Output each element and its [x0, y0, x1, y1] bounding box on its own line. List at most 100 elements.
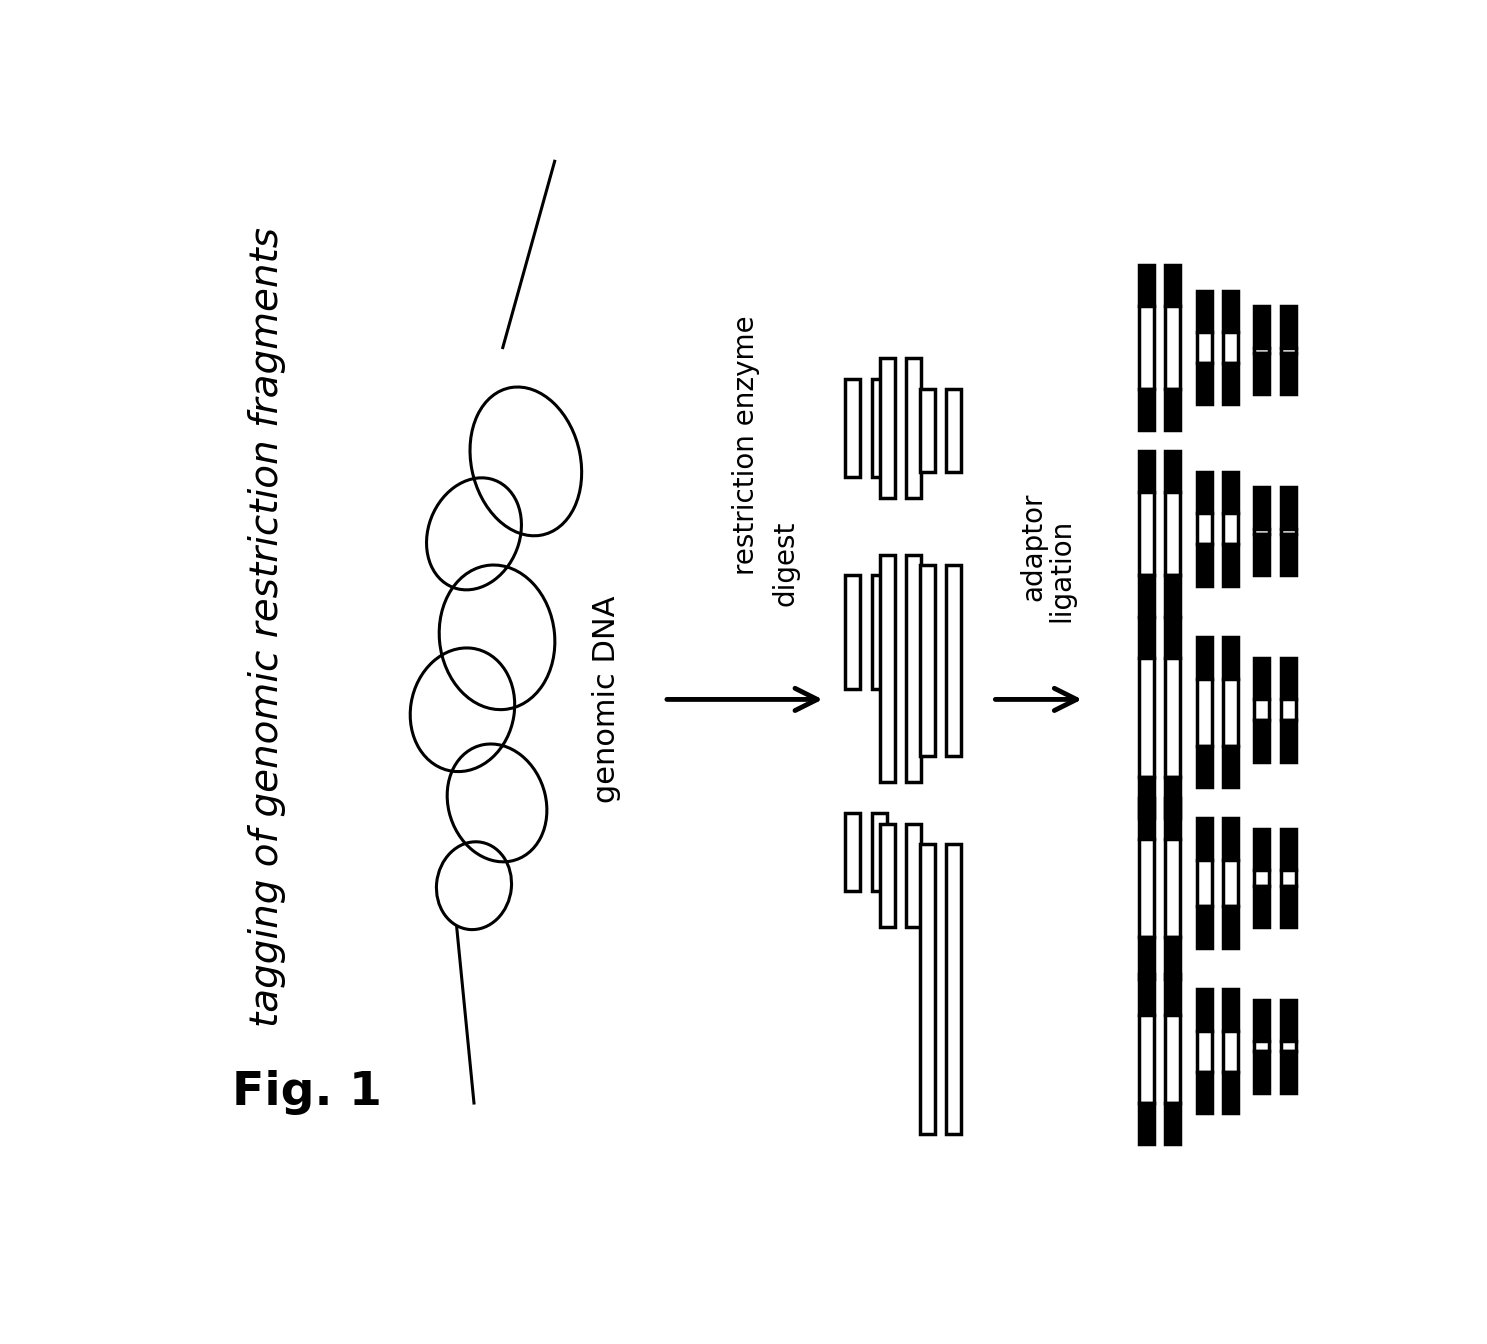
- Bar: [1222, 989, 1239, 1031]
- Bar: [1166, 659, 1181, 777]
- Bar: [1280, 1040, 1295, 1051]
- Bar: [906, 358, 920, 497]
- Bar: [1222, 332, 1239, 363]
- Bar: [1222, 818, 1239, 860]
- Bar: [1280, 348, 1295, 352]
- Bar: [1139, 1103, 1154, 1145]
- Bar: [1280, 306, 1295, 348]
- Text: ligation: ligation: [1048, 519, 1075, 622]
- Bar: [1222, 1031, 1239, 1073]
- Bar: [1139, 798, 1154, 839]
- Bar: [1197, 906, 1212, 948]
- Bar: [1139, 492, 1154, 575]
- Bar: [1139, 265, 1154, 306]
- Bar: [1254, 1000, 1268, 1040]
- Bar: [1254, 1040, 1268, 1051]
- Bar: [1197, 637, 1212, 679]
- Bar: [1139, 452, 1154, 492]
- Bar: [1222, 1073, 1239, 1113]
- Text: tagging of genomic restriction fragments: tagging of genomic restriction fragments: [247, 227, 286, 1027]
- Bar: [1197, 472, 1212, 513]
- Bar: [1280, 870, 1295, 886]
- Text: adaptor: adaptor: [1019, 493, 1047, 601]
- Bar: [1139, 659, 1154, 777]
- Bar: [1280, 1000, 1295, 1040]
- Bar: [1197, 332, 1212, 363]
- Bar: [880, 555, 895, 782]
- Bar: [1280, 886, 1295, 927]
- Bar: [1222, 290, 1239, 332]
- Bar: [880, 358, 895, 497]
- Bar: [1197, 818, 1212, 860]
- Bar: [1254, 870, 1268, 886]
- Bar: [1254, 306, 1268, 348]
- Bar: [1254, 659, 1268, 699]
- Bar: [871, 575, 886, 689]
- Bar: [946, 388, 962, 472]
- Bar: [871, 379, 886, 477]
- Bar: [845, 575, 859, 689]
- Bar: [880, 824, 895, 927]
- Bar: [1166, 265, 1181, 306]
- Bar: [1280, 528, 1295, 534]
- Bar: [1254, 699, 1268, 720]
- Bar: [1166, 1103, 1181, 1145]
- Bar: [1254, 886, 1268, 927]
- Bar: [1139, 777, 1154, 818]
- Bar: [1222, 363, 1239, 405]
- Bar: [1254, 1051, 1268, 1093]
- Bar: [1166, 798, 1181, 839]
- Bar: [1280, 1051, 1295, 1093]
- Bar: [946, 564, 962, 757]
- Bar: [1166, 1015, 1181, 1103]
- Bar: [1139, 575, 1154, 617]
- Bar: [1197, 860, 1212, 906]
- Bar: [1280, 720, 1295, 762]
- Bar: [1166, 492, 1181, 575]
- Bar: [1254, 348, 1268, 352]
- Bar: [1139, 938, 1154, 978]
- Bar: [1280, 488, 1295, 528]
- Bar: [1254, 534, 1268, 575]
- Bar: [1197, 746, 1212, 788]
- Bar: [1280, 352, 1295, 394]
- Bar: [845, 813, 859, 891]
- Bar: [1139, 617, 1154, 659]
- Bar: [1197, 1031, 1212, 1073]
- Bar: [1222, 906, 1239, 948]
- Bar: [1166, 306, 1181, 388]
- Bar: [1254, 720, 1268, 762]
- Bar: [1166, 575, 1181, 617]
- Bar: [1197, 989, 1212, 1031]
- Bar: [1139, 839, 1154, 938]
- Bar: [1222, 544, 1239, 586]
- Bar: [920, 844, 935, 1134]
- Bar: [871, 813, 886, 891]
- Bar: [920, 564, 935, 757]
- Bar: [1166, 452, 1181, 492]
- Bar: [1280, 829, 1295, 870]
- Bar: [1166, 617, 1181, 659]
- Bar: [1166, 938, 1181, 978]
- Bar: [1280, 659, 1295, 699]
- Bar: [1197, 363, 1212, 405]
- Bar: [1280, 534, 1295, 575]
- Bar: [845, 379, 859, 477]
- Bar: [1197, 544, 1212, 586]
- Bar: [1254, 352, 1268, 394]
- Bar: [1222, 746, 1239, 788]
- Bar: [1254, 488, 1268, 528]
- Bar: [1222, 513, 1239, 544]
- Text: restriction enzyme: restriction enzyme: [732, 316, 760, 575]
- Bar: [1139, 306, 1154, 388]
- Bar: [920, 388, 935, 472]
- Text: digest: digest: [772, 521, 799, 606]
- Bar: [1166, 777, 1181, 818]
- Bar: [1222, 472, 1239, 513]
- Bar: [1197, 1073, 1212, 1113]
- Bar: [1197, 513, 1212, 544]
- Bar: [1280, 699, 1295, 720]
- Bar: [1166, 388, 1181, 430]
- Bar: [1139, 1015, 1154, 1103]
- Bar: [1166, 973, 1181, 1015]
